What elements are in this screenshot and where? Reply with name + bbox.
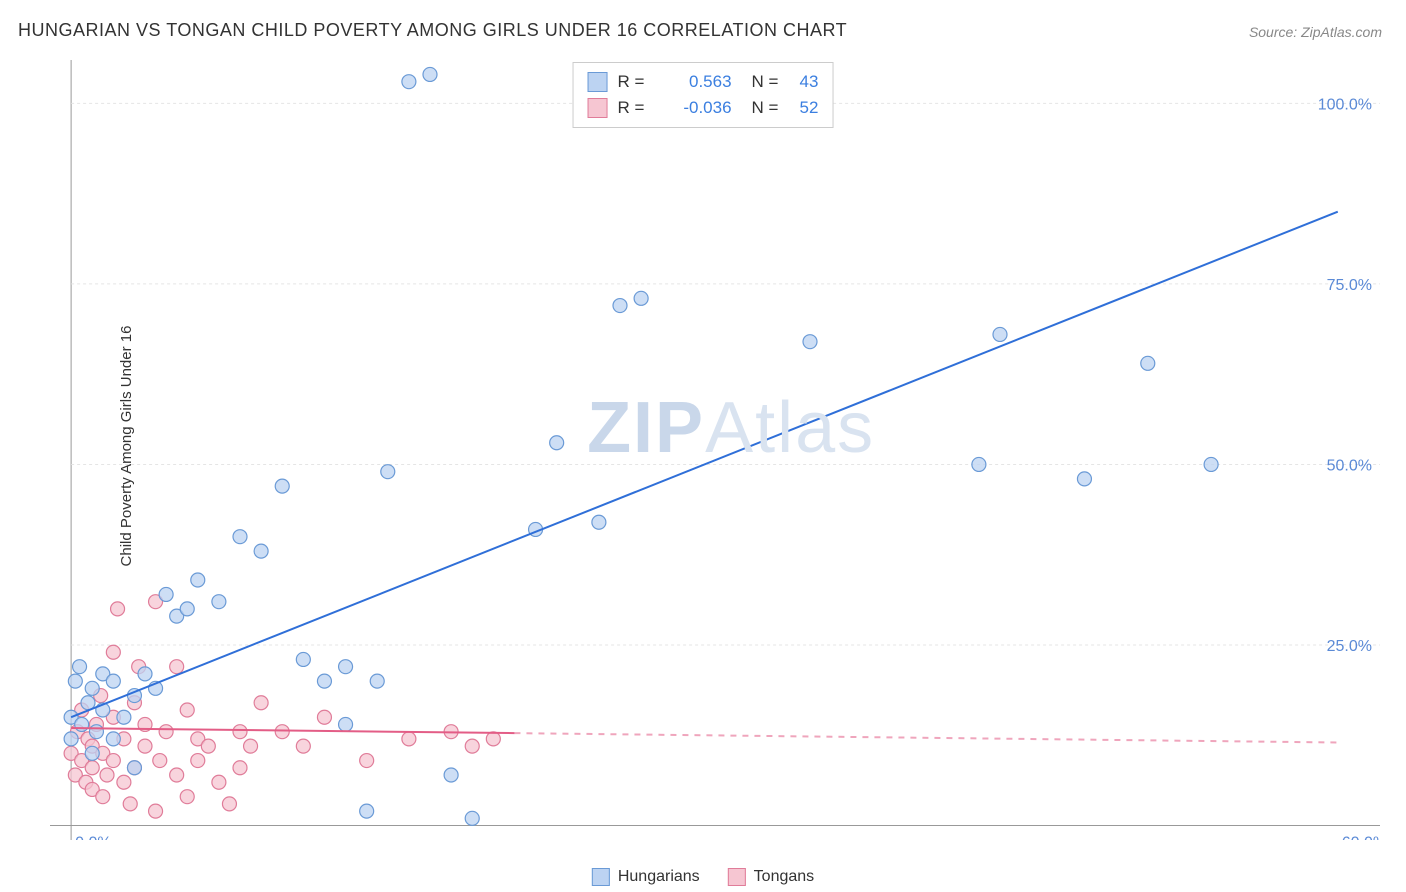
svg-text:100.0%: 100.0% (1318, 96, 1372, 113)
r-label: R = (618, 95, 652, 121)
scatter-plot: 25.0% 50.0% 75.0% 100.0% 0.0% 60.0% (50, 60, 1380, 840)
svg-text:75.0%: 75.0% (1327, 277, 1372, 294)
source-label: Source: ZipAtlas.com (1249, 24, 1382, 40)
series-legend: Hungarians Tongans (592, 868, 814, 886)
legend-label-tongans: Tongans (754, 868, 815, 886)
n-label: N = (752, 69, 779, 95)
legend-item-tongans: Tongans (728, 868, 815, 886)
r-value-hungarians: 0.563 (662, 69, 732, 95)
correlation-legend: R = 0.563 N = 43 R = -0.036 N = 52 (573, 62, 834, 128)
n-value-hungarians: 43 (788, 69, 818, 95)
swatch-tongans (588, 98, 608, 118)
legend-row-tongans: R = -0.036 N = 52 (588, 95, 819, 121)
legend-item-hungarians: Hungarians (592, 868, 700, 886)
n-label: N = (752, 95, 779, 121)
svg-text:0.0%: 0.0% (75, 835, 111, 840)
swatch-tongans-icon (728, 868, 746, 886)
swatch-hungarians-icon (592, 868, 610, 886)
svg-text:50.0%: 50.0% (1327, 457, 1372, 474)
n-value-tongans: 52 (788, 95, 818, 121)
swatch-hungarians (588, 72, 608, 92)
chart-title: HUNGARIAN VS TONGAN CHILD POVERTY AMONG … (18, 20, 847, 41)
svg-text:25.0%: 25.0% (1327, 638, 1372, 655)
r-value-tongans: -0.036 (662, 95, 732, 121)
legend-row-hungarians: R = 0.563 N = 43 (588, 69, 819, 95)
svg-text:60.0%: 60.0% (1342, 835, 1380, 840)
legend-label-hungarians: Hungarians (618, 868, 700, 886)
plot-svg: 25.0% 50.0% 75.0% 100.0% 0.0% 60.0% (50, 60, 1380, 840)
r-label: R = (618, 69, 652, 95)
